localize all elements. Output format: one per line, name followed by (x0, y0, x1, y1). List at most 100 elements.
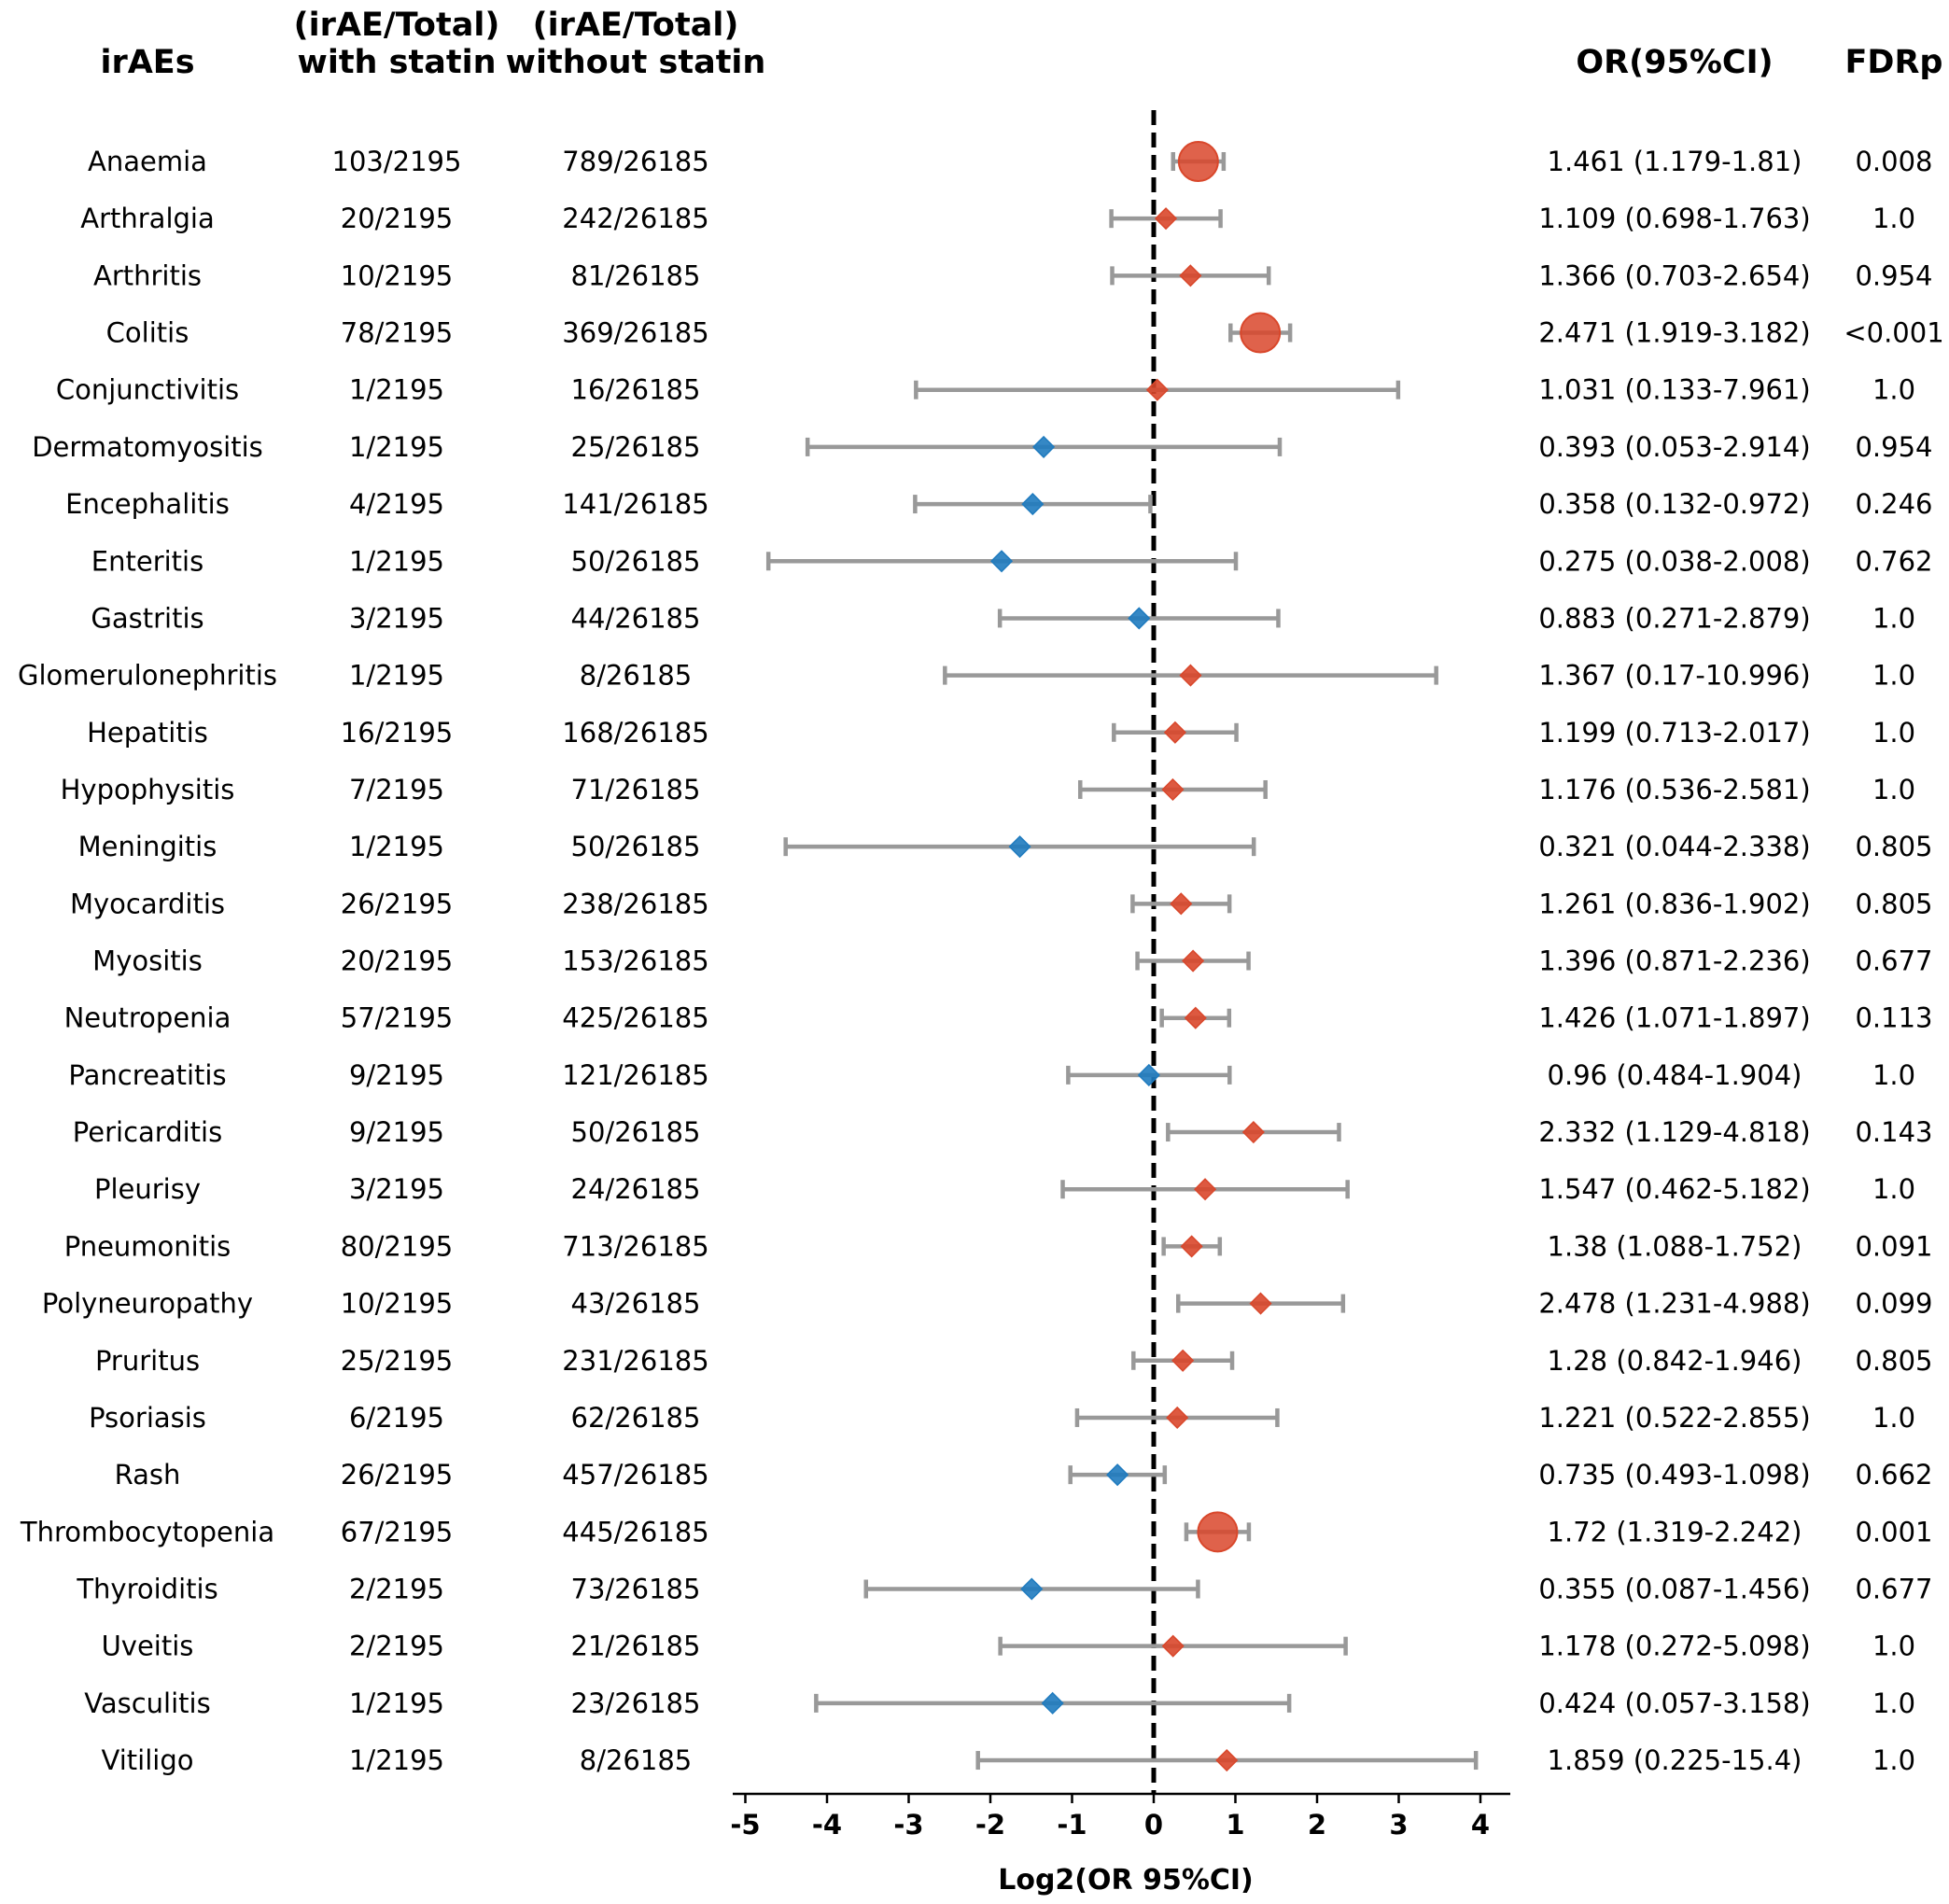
fdr-value: 1.0 (1872, 1687, 1915, 1719)
fdr-value: 0.099 (1855, 1288, 1932, 1320)
or-ci-value: 1.547 (0.462-5.182) (1538, 1173, 1810, 1205)
without-statin-count: 789/26185 (562, 146, 708, 177)
header-fdrp: FDRp (1845, 44, 1943, 81)
with-statin-count: 10/2195 (341, 259, 453, 291)
table-rows: Anaemia 103/2195 789/26185 1.461 (1.179-1.8… (18, 146, 1944, 1776)
with-statin-count: 20/2195 (341, 203, 453, 234)
table-row: Hepatitis 16/2195 168/26185 1.199 (0.713-2.… (87, 717, 1915, 749)
irae-name: Neutropenia (64, 1002, 231, 1034)
header-irae: irAEs (100, 44, 194, 81)
point-estimate-diamond (1171, 1349, 1195, 1372)
with-statin-count: 26/2195 (341, 1459, 453, 1491)
irae-name: Anaemia (88, 146, 207, 177)
without-statin-count: 445/26185 (562, 1516, 708, 1547)
irae-name: Pancreatitis (68, 1059, 226, 1091)
irae-name: Colitis (106, 317, 189, 349)
or-ci-value: 1.28 (0.842-1.946) (1548, 1345, 1802, 1377)
point-estimate-diamond (1021, 493, 1045, 516)
or-ci-value: 1.221 (0.522-2.855) (1538, 1402, 1810, 1434)
with-statin-count: 2/2195 (349, 1631, 444, 1662)
point-estimate-diamond (1154, 207, 1178, 231)
without-statin-count: 71/26185 (571, 774, 701, 805)
fdr-value: <0.001 (1844, 317, 1943, 349)
table-row: Vasculitis 1/2195 23/26185 0.424 (0.057-3.1… (84, 1687, 1915, 1719)
table-row: Conjunctivitis 1/2195 16/26185 1.031 (0.133… (56, 374, 1915, 406)
fdr-value: 1.0 (1872, 1744, 1915, 1776)
without-statin-count: 121/26185 (562, 1059, 708, 1091)
with-statin-count: 67/2195 (341, 1516, 453, 1547)
irae-name: Uveitis (102, 1631, 194, 1662)
with-statin-count: 80/2195 (341, 1230, 453, 1262)
or-ci-value: 1.261 (0.836-1.902) (1538, 888, 1810, 919)
irae-name: Pruritus (95, 1345, 200, 1377)
fdr-value: 0.954 (1855, 431, 1932, 463)
table-row: Enteritis 1/2195 50/26185 0.275 (0.038-2.00… (91, 545, 1933, 577)
without-statin-count: 238/26185 (562, 888, 708, 919)
fdr-value: 0.001 (1855, 1516, 1932, 1547)
or-ci-value: 1.426 (1.071-1.897) (1538, 1002, 1810, 1034)
point-estimate-diamond (1106, 1463, 1129, 1487)
with-statin-count: 78/2195 (341, 317, 453, 349)
fdr-value: 0.762 (1855, 545, 1932, 577)
irae-name: Enteritis (91, 545, 203, 577)
x-tick-label: -3 (893, 1809, 923, 1841)
without-statin-count: 50/26185 (571, 545, 701, 577)
with-statin-count: 1/2195 (349, 1687, 444, 1719)
or-ci-value: 1.199 (0.713-2.017) (1538, 717, 1810, 749)
with-statin-count: 25/2195 (341, 1345, 453, 1377)
or-ci-value: 0.735 (0.493-1.098) (1538, 1459, 1810, 1491)
fdr-value: 1.0 (1872, 1631, 1915, 1662)
fdr-value: 1.0 (1872, 374, 1915, 406)
without-statin-count: 457/26185 (562, 1459, 708, 1491)
without-statin-count: 23/26185 (571, 1687, 701, 1719)
table-row: Myositis 20/2195 153/26185 1.396 (0.871-2.2… (92, 945, 1932, 977)
point-estimate-diamond (1249, 1292, 1272, 1315)
or-ci-value: 1.178 (0.272-5.098) (1538, 1631, 1810, 1662)
or-ci-value: 0.358 (0.132-0.972) (1538, 488, 1810, 520)
fdr-value: 1.0 (1872, 717, 1915, 749)
with-statin-count: 7/2195 (349, 774, 444, 805)
table-row: Hypophysitis 7/2195 71/26185 1.176 (0.536-2… (61, 774, 1915, 805)
x-axis-label: Log2(OR 95%CI) (998, 1864, 1254, 1897)
or-ci-value: 0.96 (0.484-1.904) (1548, 1059, 1802, 1091)
or-ci-value: 0.883 (0.271-2.879) (1538, 602, 1810, 634)
x-tick-label: 1 (1226, 1809, 1244, 1841)
or-ci-value: 1.366 (0.703-2.654) (1538, 259, 1810, 291)
or-ci-value: 1.396 (0.871-2.236) (1538, 945, 1810, 977)
irae-name: Encephalitis (65, 488, 230, 520)
or-ci-value: 0.275 (0.038-2.008) (1538, 545, 1810, 577)
header-or-ci: OR(95%CI) (1576, 44, 1773, 81)
table-row: Anaemia 103/2195 789/26185 1.461 (1.179-1.8… (88, 146, 1932, 177)
or-ci-value: 1.859 (0.225-15.4) (1548, 1744, 1802, 1776)
irae-name: Hypophysitis (61, 774, 235, 805)
or-ci-value: 1.031 (0.133-7.961) (1538, 374, 1810, 406)
fdr-value: 0.662 (1855, 1459, 1932, 1491)
irae-name: Psoriasis (89, 1402, 206, 1434)
with-statin-count: 9/2195 (349, 1116, 444, 1148)
with-statin-count: 3/2195 (349, 1173, 444, 1205)
or-ci-value: 1.367 (0.17-10.996) (1538, 660, 1810, 692)
irae-name: Rash (115, 1459, 181, 1491)
table-row: Thrombocytopenia 67/2195 445/26185 1.72 (1.… (20, 1516, 1933, 1547)
x-tick-label: -5 (730, 1809, 760, 1841)
table-row: Arthritis 10/2195 81/26185 1.366 (0.703-2.6… (93, 259, 1933, 291)
or-ci-value: 0.393 (0.053-2.914) (1538, 431, 1810, 463)
header-without-statin-line2: without statin (506, 44, 766, 81)
with-statin-count: 1/2195 (349, 831, 444, 862)
fdr-value: 0.805 (1855, 831, 1932, 862)
x-tick-label: -4 (812, 1809, 842, 1841)
without-statin-count: 43/26185 (571, 1288, 701, 1320)
header-without-statin-line1: (irAE/Total) (533, 7, 739, 44)
x-tick-label: 4 (1471, 1809, 1490, 1841)
point-estimate-diamond (1008, 835, 1031, 859)
table-row: Myocarditis 26/2195 238/26185 1.261 (0.836-… (70, 888, 1933, 919)
without-statin-count: 8/26185 (580, 1744, 692, 1776)
or-ci-value: 1.72 (1.319-2.242) (1548, 1516, 1802, 1547)
point-estimate-diamond (1241, 1120, 1265, 1144)
or-ci-value: 2.332 (1.129-4.818) (1538, 1116, 1810, 1148)
fdr-value: 1.0 (1872, 1402, 1915, 1434)
without-statin-count: 141/26185 (562, 488, 708, 520)
irae-name: Myositis (92, 945, 203, 977)
with-statin-count: 3/2195 (349, 602, 444, 634)
with-statin-count: 16/2195 (341, 717, 453, 749)
